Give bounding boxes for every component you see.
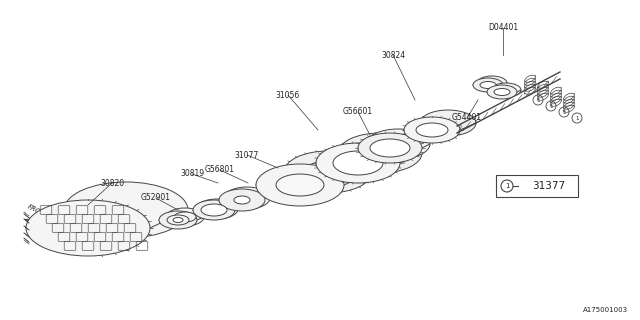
Text: 30824: 30824 xyxy=(381,51,405,60)
Ellipse shape xyxy=(166,208,204,226)
Text: 31056: 31056 xyxy=(276,91,300,100)
Text: 1: 1 xyxy=(505,183,509,189)
Ellipse shape xyxy=(196,199,238,219)
Ellipse shape xyxy=(338,133,422,173)
Ellipse shape xyxy=(201,204,227,216)
Text: G56601: G56601 xyxy=(343,108,373,116)
Text: G52901: G52901 xyxy=(141,194,171,203)
Ellipse shape xyxy=(477,76,507,90)
Ellipse shape xyxy=(276,174,324,196)
Text: 31077: 31077 xyxy=(235,150,259,159)
Ellipse shape xyxy=(193,200,235,220)
Ellipse shape xyxy=(416,123,448,137)
Ellipse shape xyxy=(487,85,517,99)
Text: FRONT: FRONT xyxy=(26,204,50,220)
Ellipse shape xyxy=(174,212,196,222)
Ellipse shape xyxy=(473,78,503,92)
Ellipse shape xyxy=(26,200,150,256)
Text: 1: 1 xyxy=(536,98,540,102)
Text: G54401: G54401 xyxy=(452,114,482,123)
Ellipse shape xyxy=(494,89,510,95)
Text: 31377: 31377 xyxy=(532,181,566,191)
Ellipse shape xyxy=(256,164,344,206)
Text: 1: 1 xyxy=(549,103,553,108)
Ellipse shape xyxy=(173,218,183,222)
Text: 30819: 30819 xyxy=(180,170,204,179)
Ellipse shape xyxy=(167,215,189,225)
Ellipse shape xyxy=(370,139,410,157)
Ellipse shape xyxy=(316,143,400,183)
Ellipse shape xyxy=(234,196,250,204)
Ellipse shape xyxy=(404,117,460,143)
Ellipse shape xyxy=(219,189,265,211)
Bar xyxy=(496,175,578,197)
Text: G56801: G56801 xyxy=(205,165,235,174)
Text: A175001003: A175001003 xyxy=(583,307,628,313)
Ellipse shape xyxy=(333,151,383,175)
Text: 1: 1 xyxy=(563,109,566,115)
Text: D04401: D04401 xyxy=(488,23,518,33)
Text: 30820: 30820 xyxy=(100,179,124,188)
Ellipse shape xyxy=(366,129,430,159)
Ellipse shape xyxy=(304,161,352,183)
Ellipse shape xyxy=(480,82,496,89)
Ellipse shape xyxy=(159,211,197,229)
Ellipse shape xyxy=(64,182,188,238)
Ellipse shape xyxy=(284,151,372,193)
Ellipse shape xyxy=(355,141,405,165)
Ellipse shape xyxy=(420,110,476,136)
Text: 1: 1 xyxy=(575,116,579,121)
Ellipse shape xyxy=(358,133,422,163)
Ellipse shape xyxy=(224,187,270,209)
Ellipse shape xyxy=(491,83,521,97)
